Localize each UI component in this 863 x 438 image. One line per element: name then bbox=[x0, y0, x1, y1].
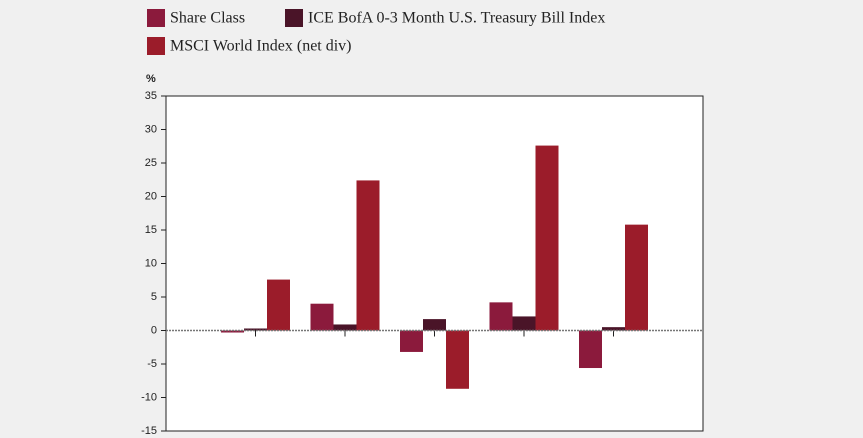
bar bbox=[400, 330, 423, 352]
y-tick-label: 0 bbox=[151, 324, 157, 336]
y-tick-label: 10 bbox=[145, 257, 157, 269]
bar bbox=[333, 324, 357, 331]
y-tick-label: -5 bbox=[147, 358, 157, 370]
y-axis-label: % bbox=[146, 73, 156, 85]
bar bbox=[423, 319, 446, 331]
legend-label: MSCI World Index (net div) bbox=[170, 38, 352, 55]
y-tick-label: 5 bbox=[151, 291, 157, 303]
bar bbox=[310, 303, 334, 331]
y-tick-label: 15 bbox=[145, 224, 157, 236]
legend-label: Share Class bbox=[170, 10, 245, 27]
bar bbox=[602, 327, 625, 331]
legend-swatch bbox=[147, 37, 165, 55]
bar bbox=[446, 330, 469, 389]
y-tick-label: -10 bbox=[141, 391, 157, 403]
legend-swatch bbox=[285, 9, 303, 27]
y-tick-label: 30 bbox=[145, 123, 157, 135]
y-tick-label: -15 bbox=[141, 425, 157, 437]
bar bbox=[512, 316, 536, 331]
bar bbox=[579, 330, 602, 369]
y-tick-label: 35 bbox=[145, 90, 157, 102]
bar bbox=[356, 180, 380, 331]
y-tick-label: 25 bbox=[145, 157, 157, 169]
bar bbox=[267, 279, 290, 331]
bar bbox=[625, 224, 648, 331]
bar bbox=[535, 145, 559, 331]
bar bbox=[489, 302, 513, 331]
plot-area bbox=[165, 95, 704, 432]
bar bbox=[244, 328, 267, 331]
legend-label: ICE BofA 0-3 Month U.S. Treasury Bill In… bbox=[308, 10, 605, 27]
legend-swatch bbox=[147, 9, 165, 27]
bar bbox=[221, 330, 244, 333]
y-tick-label: 20 bbox=[145, 190, 157, 202]
